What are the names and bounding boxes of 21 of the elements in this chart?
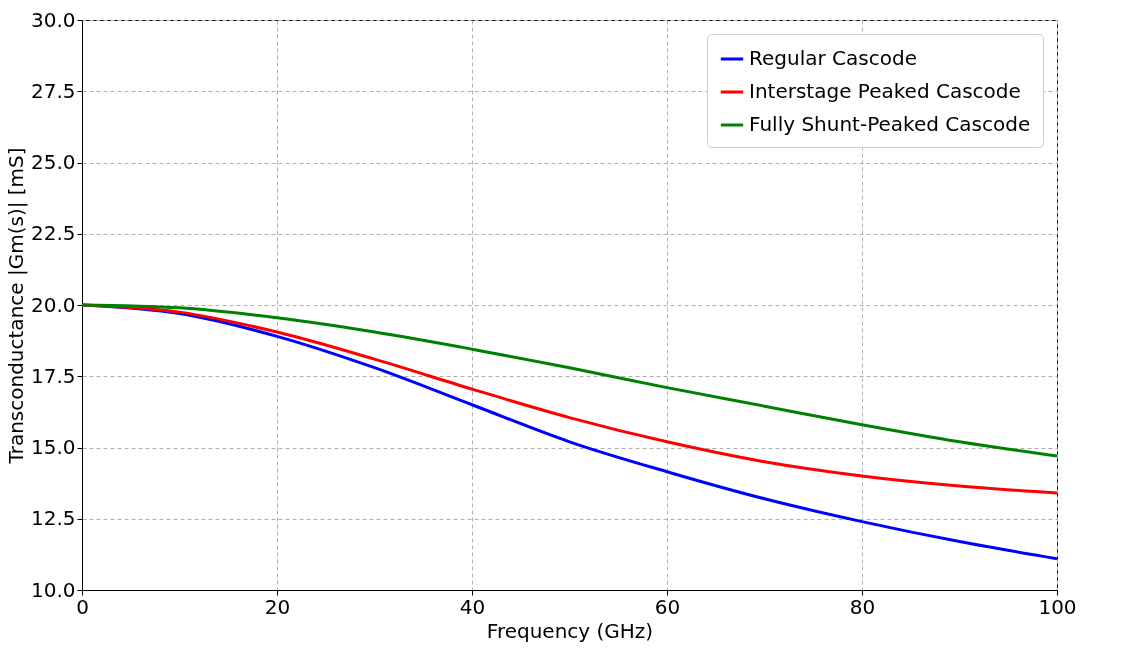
x-tick-label: 80 bbox=[849, 594, 876, 619]
legend-label: Interstage Peaked Cascode bbox=[749, 79, 1021, 103]
legend-label: Fully Shunt-Peaked Cascode bbox=[749, 112, 1031, 136]
line-series bbox=[82, 303, 1057, 458]
y-tick-label: 22.5 bbox=[30, 221, 76, 246]
x-tick-label: 0 bbox=[76, 594, 89, 619]
y-tick-label: 25.0 bbox=[30, 150, 76, 174]
y-tick-label: 30.0 bbox=[30, 7, 76, 32]
x-axis-title: Frequency (GHz) bbox=[486, 618, 654, 643]
legend-label: Regular Cascode bbox=[749, 46, 917, 70]
x-tick-label: 100 bbox=[1038, 594, 1077, 619]
y-tick-label: 12.5 bbox=[30, 506, 76, 531]
x-tick-label: 40 bbox=[459, 594, 486, 619]
x-tick-label: 20 bbox=[264, 594, 291, 619]
x-tick-label: 60 bbox=[654, 594, 681, 619]
y-tick-label: 15.0 bbox=[30, 435, 76, 459]
y-axis-title: Transconductance |Gm(s)| [mS] bbox=[3, 147, 28, 465]
y-tick-label: 20.0 bbox=[30, 292, 76, 317]
y-tick-label: 27.5 bbox=[30, 78, 76, 103]
y-tick-label: 10.0 bbox=[30, 577, 76, 602]
y-tick-label: 17.5 bbox=[30, 363, 76, 388]
